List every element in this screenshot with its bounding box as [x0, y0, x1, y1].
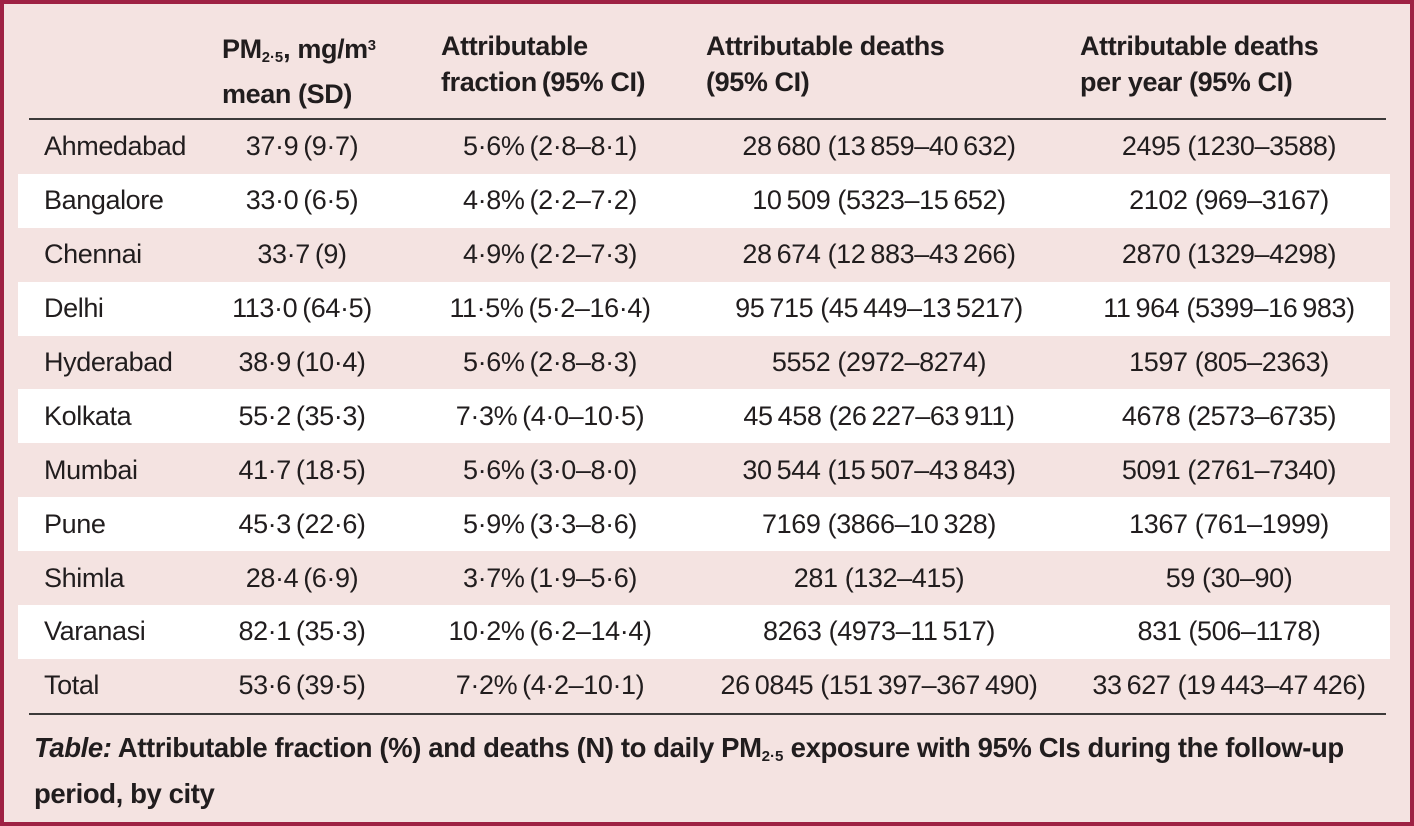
deaths-cell: 45 458 (26 227–63 911) [743, 400, 1015, 431]
column-header-deaths-per-year-line2: per year (95% CI) [1080, 67, 1293, 97]
city-cell: Shimla [44, 562, 125, 593]
deaths-cell: 28 674 (12 883–43 266) [742, 239, 1016, 270]
column-header-fraction: Attributable fraction (95% CI) [410, 28, 690, 116]
deaths-cell: 26 0845 (151 397–367 490) [720, 670, 1038, 701]
fraction-cell: 4·8% (2·2–7·2) [463, 185, 637, 216]
deaths-per-year-cell: 59 (30–90) [1165, 562, 1293, 593]
column-header-deaths-line1: Attributable deaths [706, 31, 945, 61]
caption-text-continued: exposure with 95% CIs during the follow-… [34, 731, 1344, 809]
fraction-cell: 5·6% (3·0–8·0) [463, 454, 637, 485]
pm-superscript: 3 [367, 38, 377, 54]
deaths-cell: 30 544 (15 507–43 843) [742, 454, 1016, 485]
column-header-deaths: Attributable deaths (95% CI) [690, 28, 1068, 116]
fraction-cell: 7·3% (4·0–10·5) [455, 400, 645, 431]
pm-mean-cell: 55·2 (35·3) [238, 400, 366, 431]
pm-mean-cell: 113·0 (64·5) [232, 293, 372, 324]
column-header-fraction-line1: Attributable [441, 31, 588, 61]
column-header-pm25-line1: PM2·5, mg/m3 [222, 28, 410, 76]
city-cell: Varanasi [44, 616, 146, 647]
deaths-cell: 7169 (3866–10 328) [762, 508, 996, 539]
deaths-per-year-cell: 2870 (1329–4298) [1121, 239, 1337, 270]
city-cell: Kolkata [44, 400, 132, 431]
pm-mean-cell: 33·0 (6·5) [245, 185, 359, 216]
pm-subscript: 2·5 [261, 49, 284, 66]
deaths-cell: 10 509 (5323–15 652) [752, 185, 1006, 216]
column-header-pm25: PM2·5, mg/m3 mean (SD) [194, 28, 410, 116]
table-row-kolkata: Kolkata 55·2 (35·3) 7·3% (4·0–10·5) 45 4… [18, 389, 1390, 444]
column-header-deaths-per-year: Attributable deaths per year (95% CI) [1068, 28, 1390, 116]
pm-mean-cell: 37·9 (9·7) [245, 131, 359, 162]
pm-mean-cell: 45·3 (22·6) [238, 508, 366, 539]
table-row-ahmedabad: Ahmedabad 37·9 (9·7) 5·6% (2·8–8·1) 28 6… [18, 120, 1390, 174]
column-header-fraction-line2: fraction (95% CI) [441, 67, 646, 97]
pm-mean-cell: 38·9 (10·4) [238, 347, 366, 377]
deaths-cell: 28 680 (13 859–40 632) [742, 131, 1016, 162]
fraction-cell: 7·2% (4·2–10·1) [455, 670, 645, 701]
deaths-per-year-cell: 831 (506–1178) [1137, 616, 1321, 647]
column-header-deaths-per-year-line1: Attributable deaths [1080, 31, 1319, 61]
header-rule [29, 118, 1386, 120]
city-cell: Chennai [44, 239, 142, 270]
city-cell: Mumbai [44, 454, 138, 485]
fraction-cell: 5·6% (2·8–8·1) [463, 131, 637, 162]
table-row-mumbai: Mumbai 41·7 (18·5) 5·6% (3·0–8·0) 30 544… [18, 443, 1390, 497]
column-header-deaths-line2: (95% CI) [706, 67, 810, 97]
city-cell: Delhi [44, 293, 104, 324]
caption-text: Attributable fraction (%) and deaths (N)… [111, 731, 762, 763]
table-row-varanasi: Varanasi 82·1 (35·3) 10·2% (6·2–14·4) 82… [18, 605, 1390, 659]
deaths-per-year-cell: 11 964 (5399–16 983) [1103, 293, 1355, 324]
fraction-cell: 4·9% (2·2–7·3) [463, 239, 637, 270]
deaths-per-year-cell: 2102 (969–3167) [1129, 185, 1329, 216]
deaths-cell: 8263 (4973–11 517) [763, 616, 995, 647]
deaths-per-year-cell: 5091 (2761–7340) [1121, 454, 1337, 485]
table-row-delhi: Delhi 113·0 (64·5) 11·5% (5·2–16·4) 95 7… [18, 281, 1390, 336]
fraction-cell: 11·5% (5·2–16·4) [449, 293, 651, 324]
deaths-cell: 5552 (2972–8274) [771, 347, 987, 377]
pm-mean-cell: 41·7 (18·5) [238, 454, 366, 485]
table-caption: Table: Attributable fraction (%) and dea… [34, 729, 1369, 812]
deaths-cell: 95 715 (45 449–13 5217) [735, 293, 1023, 324]
caption-rule [29, 712, 1386, 715]
deaths-per-year-cell: 33 627 (19 443–47 426) [1092, 670, 1366, 701]
fraction-cell: 3·7% (1·9–5·6) [463, 562, 637, 593]
table-row-bangalore: Bangalore 33·0 (6·5) 4·8% (2·2–7·2) 10 5… [18, 173, 1390, 228]
fraction-cell: 5·9% (3·3–8·6) [463, 508, 637, 539]
fraction-cell: 5·6% (2·8–8·3) [463, 347, 637, 377]
deaths-per-year-cell: 2495 (1230–3588) [1121, 131, 1337, 162]
city-cell: Hyderabad [44, 347, 173, 377]
pm-mean-cell: 53·6 (39·5) [238, 670, 366, 701]
city-cell: Pune [44, 508, 106, 539]
deaths-per-year-cell: 1597 (805–2363) [1129, 347, 1329, 377]
table-row-chennai: Chennai 33·7 (9) 4·9% (2·2–7·3) 28 674 (… [18, 228, 1390, 282]
table-row-shimla: Shimla 28·4 (6·9) 3·7% (1·9–5·6) 281 (13… [18, 551, 1390, 605]
table-row-total: Total 53·6 (39·5) 7·2% (4·2–10·1) 26 084… [18, 659, 1390, 713]
pm-label: PM [222, 34, 262, 65]
column-header-city [18, 28, 194, 116]
table-body: Ahmedabad 37·9 (9·7) 5·6% (2·8–8·1) 28 6… [4, 120, 1410, 713]
fraction-cell: 10·2% (6·2–14·4) [448, 616, 652, 647]
table-row-pune: Pune 45·3 (22·6) 5·9% (3·3–8·6) 7169 (38… [18, 497, 1390, 552]
pm-mean-cell: 82·1 (35·3) [238, 616, 366, 647]
deaths-per-year-cell: 1367 (761–1999) [1129, 508, 1329, 539]
table-row-hyderabad: Hyderabad 38·9 (10·4) 5·6% (2·8–8·3) 555… [18, 336, 1390, 390]
pm-units: , mg/m [283, 34, 368, 65]
column-header-pm25-line2: mean (SD) [222, 78, 352, 109]
city-cell: Total [44, 670, 100, 701]
pm-mean-cell: 28·4 (6·9) [245, 562, 359, 593]
deaths-cell: 281 (132–415) [793, 562, 965, 593]
table-header-row: PM2·5, mg/m3 mean (SD) Attributable frac… [18, 4, 1390, 116]
caption-pm-subscript: 2·5 [761, 747, 784, 765]
caption-label: Table: [34, 731, 112, 763]
deaths-per-year-cell: 4678 (2573–6735) [1121, 400, 1337, 431]
city-cell: Ahmedabad [44, 131, 187, 162]
pm-mean-cell: 33·7 (9) [257, 239, 347, 270]
city-cell: Bangalore [44, 185, 164, 216]
